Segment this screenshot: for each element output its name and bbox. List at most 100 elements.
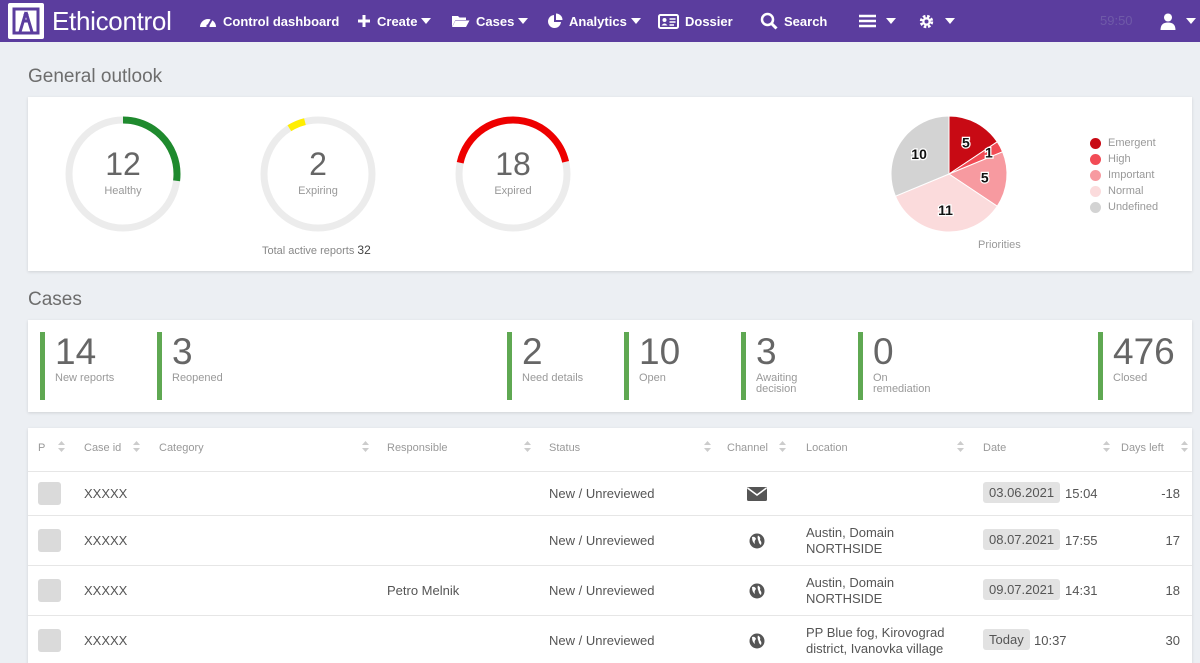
plus-icon bbox=[358, 15, 370, 27]
nav-cases[interactable]: Cases bbox=[451, 0, 534, 42]
dashboard-icon bbox=[200, 18, 216, 28]
th-case-id[interactable]: Case id bbox=[84, 442, 122, 454]
responsible: Petro Melnik bbox=[387, 583, 460, 598]
nav-create-label: Create bbox=[377, 13, 418, 29]
nav-menu[interactable] bbox=[859, 0, 902, 42]
sort-icon[interactable] bbox=[362, 441, 369, 452]
legend-item-undefined[interactable]: Undefined bbox=[1090, 199, 1158, 215]
mail-icon bbox=[747, 487, 767, 501]
th-location[interactable]: Location bbox=[806, 442, 848, 454]
gauge-healthy[interactable]: 12 Healthy bbox=[63, 114, 183, 234]
gear-icon bbox=[919, 14, 934, 28]
pie-value-label-important: 5 bbox=[981, 170, 989, 186]
nav-analytics-label: Analytics bbox=[569, 13, 627, 29]
counter-need-details[interactable]: 2 Need details bbox=[507, 332, 583, 400]
counter-on-remediation[interactable]: 0 On remediation bbox=[858, 332, 943, 400]
sort-icon[interactable] bbox=[524, 441, 531, 452]
nav-user[interactable] bbox=[1160, 0, 1200, 42]
sort-icon[interactable] bbox=[58, 441, 65, 452]
sort-icon[interactable] bbox=[704, 441, 711, 452]
th-date[interactable]: Date bbox=[983, 442, 1007, 454]
case-id[interactable]: XXXXX bbox=[84, 533, 128, 548]
location-line-1: Austin, Domain bbox=[806, 575, 895, 590]
priority-indicator bbox=[38, 482, 61, 505]
nav-analytics[interactable]: Analytics bbox=[547, 0, 647, 42]
counter-open-value: 10 bbox=[639, 331, 681, 372]
sort-icon[interactable] bbox=[133, 441, 140, 452]
th-channel[interactable]: Channel bbox=[727, 442, 768, 454]
status: New / Unreviewed bbox=[549, 533, 655, 548]
gauge-expired-ring bbox=[455, 116, 571, 232]
nav-control-dashboard[interactable]: Control dashboard bbox=[199, 0, 339, 42]
counter-new-reports[interactable]: 14 New reports bbox=[40, 332, 114, 400]
nav-control-dashboard-label: Control dashboard bbox=[223, 13, 340, 29]
legend-item-high[interactable]: High bbox=[1090, 151, 1158, 167]
nav-search[interactable]: Search bbox=[760, 0, 827, 42]
sort-icon[interactable] bbox=[779, 441, 786, 452]
time: 15:04 bbox=[1065, 486, 1098, 501]
pie-value-label-undefined: 10 bbox=[911, 146, 927, 162]
pie-slice-undefined[interactable] bbox=[890, 115, 950, 197]
sort-icon[interactable] bbox=[957, 441, 964, 452]
legend-swatch bbox=[1090, 201, 1101, 213]
gauge-expiring[interactable]: 2 Expiring bbox=[258, 114, 378, 234]
pie-slice-important[interactable] bbox=[947, 151, 1008, 207]
globe-icon bbox=[749, 533, 765, 549]
legend-label: Important bbox=[1108, 169, 1155, 181]
nav-cases-label: Cases bbox=[476, 13, 515, 29]
legend-item-important[interactable]: Important bbox=[1090, 167, 1158, 183]
case-id[interactable]: XXXXX bbox=[84, 633, 128, 648]
counter-awaiting-decision[interactable]: 3 Awaiting decision bbox=[741, 332, 816, 400]
th-status[interactable]: Status bbox=[549, 442, 581, 454]
brand-name: Ethicontrol bbox=[52, 5, 172, 36]
table-row[interactable]: XXXXX Petro Melnik New / Unreviewed Aust… bbox=[28, 565, 1192, 615]
total-active-reports-label: Total active reports bbox=[262, 245, 355, 257]
caret-down-icon bbox=[421, 18, 432, 24]
priorities-pie-chart[interactable]: 5 1 5 11 10 bbox=[888, 113, 1010, 235]
globe-icon bbox=[749, 633, 765, 649]
th-category[interactable]: Category bbox=[159, 442, 204, 454]
gauge-expired[interactable]: 18 Expired bbox=[453, 114, 573, 234]
case-id[interactable]: XXXXX bbox=[84, 583, 128, 598]
legend-item-emergent[interactable]: Emergent bbox=[1090, 135, 1158, 151]
gauge-healthy-ring bbox=[65, 116, 181, 232]
counter-open[interactable]: 10 Open bbox=[624, 332, 680, 400]
nav-dossier[interactable]: Dossier bbox=[658, 0, 733, 42]
counter-closed[interactable]: 476 Closed bbox=[1098, 332, 1175, 400]
counter-reopened-value: 3 bbox=[172, 331, 193, 372]
counter-awaiting-decision-label: Awaiting decision bbox=[756, 372, 798, 395]
date: Today bbox=[983, 629, 1030, 650]
nav-create[interactable]: Create bbox=[357, 0, 437, 42]
counter-need-details-label: Need details bbox=[522, 372, 584, 384]
nav-settings[interactable] bbox=[918, 0, 961, 42]
priority-indicator bbox=[38, 529, 61, 552]
total-active-reports-value: 32 bbox=[357, 243, 371, 257]
pie-chart-icon bbox=[548, 13, 563, 28]
total-active-reports: Total active reports 32 bbox=[262, 243, 371, 257]
pie-slice-normal[interactable] bbox=[894, 173, 998, 233]
th-priority[interactable]: P bbox=[38, 442, 46, 454]
session-timer: 59:50 bbox=[1100, 13, 1133, 28]
table-row[interactable]: XXXXX New / Unreviewed PP Blue fog, Kiro… bbox=[28, 615, 1192, 663]
case-id[interactable]: XXXXX bbox=[84, 486, 128, 501]
globe-icon bbox=[749, 583, 765, 599]
th-days-left[interactable]: Days left bbox=[1121, 442, 1164, 454]
location-line-1: Austin, Domain bbox=[806, 525, 895, 540]
legend-label: Emergent bbox=[1108, 137, 1156, 149]
sort-icon[interactable] bbox=[1181, 441, 1188, 452]
location-line-2: district, Ivanovka village bbox=[806, 641, 944, 656]
brand[interactable]: Ethicontrol bbox=[0, 0, 192, 42]
legend-item-normal[interactable]: Normal bbox=[1090, 183, 1158, 199]
days-left: 18 bbox=[1165, 583, 1180, 598]
pie-slice-emergent[interactable] bbox=[948, 115, 998, 175]
id-card-icon bbox=[658, 13, 679, 29]
counter-reopened[interactable]: 3 Reopened bbox=[157, 332, 223, 400]
table-row[interactable]: XXXXX New / Unreviewed 03.06.2021 15:04 … bbox=[28, 471, 1192, 515]
table-row[interactable]: XXXXX New / Unreviewed Austin, Domain NO… bbox=[28, 515, 1192, 565]
nav-search-label: Search bbox=[784, 13, 828, 29]
cases-table: P Case id Category Responsible Status Ch… bbox=[28, 428, 1192, 663]
counter-closed-value: 476 bbox=[1113, 331, 1175, 372]
th-responsible[interactable]: Responsible bbox=[387, 442, 448, 454]
sort-icon[interactable] bbox=[1103, 441, 1110, 452]
